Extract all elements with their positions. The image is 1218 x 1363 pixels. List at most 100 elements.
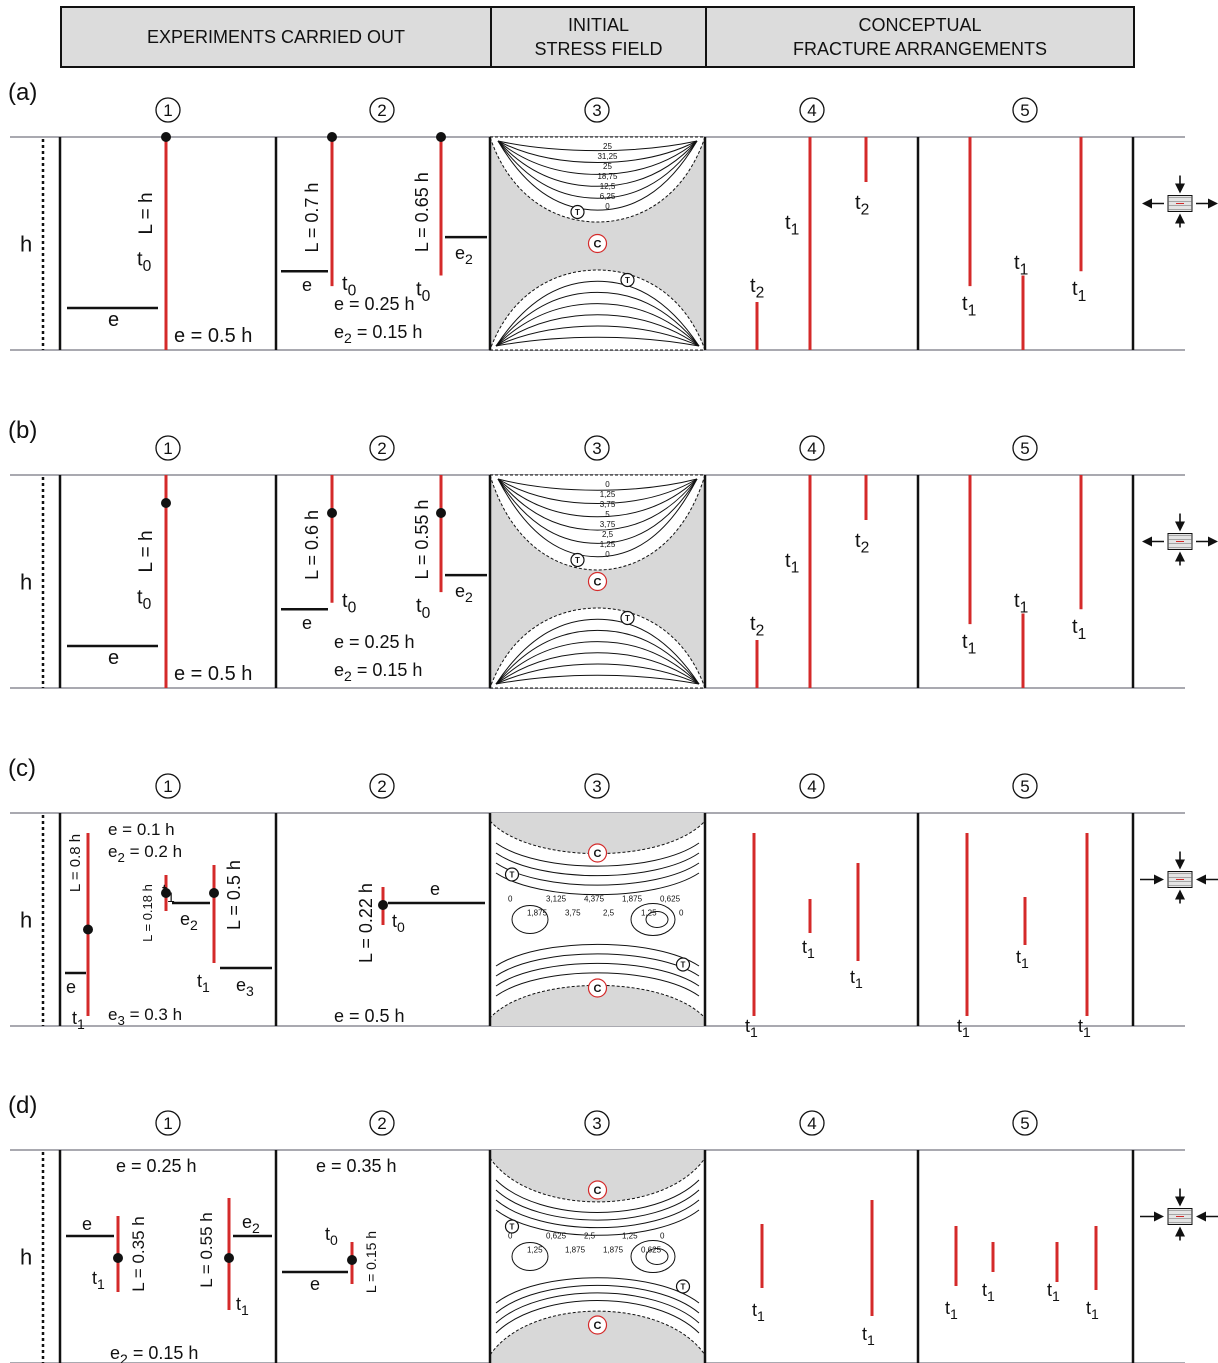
label-e2: e2 (455, 581, 473, 605)
compression-label: C (594, 983, 602, 995)
column-number: 4 (807, 101, 816, 120)
compression-marker (587, 1180, 608, 1200)
stress-contour (645, 911, 669, 928)
label-L: L = 0.15 h (363, 1231, 379, 1293)
tension-label: T (575, 556, 580, 565)
stress-contour (495, 872, 700, 967)
column-number-circle (369, 1110, 395, 1136)
label-t1: t1 (785, 212, 799, 239)
stress-contour (511, 905, 549, 934)
stress-contour (630, 903, 676, 936)
row-label: (c) (8, 755, 36, 782)
label-e: e (302, 613, 312, 633)
label-L: L = 0.22 h (356, 883, 376, 963)
tension-marker (504, 867, 520, 882)
column-number: 4 (807, 777, 816, 796)
stress-contour (495, 641, 700, 685)
stress-contour (497, 140, 698, 211)
tension-label: T (575, 208, 580, 217)
stress-contour (495, 674, 700, 685)
column-number: 1 (163, 1114, 172, 1133)
contour-label: 0 (605, 550, 610, 559)
nucleation-point (327, 132, 337, 142)
column-number: 1 (163, 439, 172, 458)
label-t1: t1 (982, 1280, 995, 1304)
stress-contour (497, 478, 698, 518)
compression-marker (587, 1315, 608, 1335)
label-L1: L = 0.7 h (302, 183, 322, 253)
column-number: 2 (377, 101, 386, 120)
column-number: 1 (163, 777, 172, 796)
contour-label: 1,875 (527, 909, 548, 918)
label-t1: t1 (1014, 590, 1028, 617)
contour-label: 1,25 (641, 909, 657, 918)
stress-contour (497, 140, 698, 187)
tension-label: T (625, 614, 630, 623)
contour-label: 4,375 (584, 895, 605, 904)
stress-contour (497, 140, 698, 164)
label-t2: t2 (855, 530, 869, 557)
contour-label: 0,625 (546, 1232, 567, 1241)
label-L2: L = 0.18 h (140, 884, 155, 942)
label-t1: t1 (1078, 1016, 1091, 1040)
label-t1: t1 (957, 1016, 970, 1040)
contour-label: 31,25 (597, 152, 618, 161)
contour-label: 0 (660, 1232, 665, 1241)
column-number: 2 (377, 777, 386, 796)
header-stress-field: INITIAL STRESS FIELD (490, 6, 707, 68)
stress-contour (495, 1189, 700, 1324)
tension-marker (675, 957, 691, 972)
stress-contour (497, 140, 698, 175)
label-t0: t0 (342, 273, 357, 300)
nucleation-point (161, 888, 171, 898)
stress-contour (495, 336, 700, 347)
header-experiments: EXPERIMENTS CARRIED OUT (60, 6, 492, 68)
label-t0: t0 (137, 249, 152, 276)
label-e2-value: e2 = 0.15 h (110, 1343, 198, 1363)
label-t0: t0 (342, 590, 357, 617)
label-t1: t1 (962, 631, 976, 658)
label-L2: L = 0.55 h (197, 1212, 216, 1287)
label-t1: t1 (1086, 1298, 1099, 1322)
tension-zone-bottom (489, 269, 706, 351)
column-number-circle (799, 435, 825, 461)
column-number-circle (799, 773, 825, 799)
tension-zone-top (489, 136, 706, 223)
contour-label: 3,125 (546, 895, 567, 904)
label-t1: t1 (92, 1268, 105, 1292)
contour-label: 1,25 (600, 540, 616, 549)
column-number-circle (584, 773, 610, 799)
tension-marker (570, 552, 585, 568)
label-t1: t1 (236, 1294, 249, 1318)
tension-marker (675, 1279, 691, 1294)
label-t1: t1 (945, 1298, 958, 1322)
contour-label: 3,75 (565, 909, 581, 918)
label-t0: t0 (416, 595, 431, 622)
contour-label: 0 (679, 909, 684, 918)
contour-label: 5 (605, 510, 610, 519)
column-number-circle (369, 773, 395, 799)
stress-contour (497, 478, 698, 531)
label-e: e (108, 309, 119, 331)
row-label: (b) (8, 417, 37, 444)
label-e: e (66, 977, 76, 997)
column-number: 3 (592, 101, 601, 120)
label-e2: e2 (455, 243, 473, 267)
tension-marker (504, 1219, 520, 1234)
label-e-value: e = 0.25 h (334, 294, 415, 314)
tension-marker (620, 272, 635, 288)
label-e: e (430, 879, 440, 899)
contour-label: 1,875 (603, 1246, 624, 1255)
contour-label: 2,5 (584, 1232, 596, 1241)
nucleation-point (224, 1253, 234, 1263)
stress-contour (497, 478, 698, 491)
contour-label: 1,875 (565, 1246, 586, 1255)
column-number: 3 (592, 439, 601, 458)
column-number-circle (1012, 435, 1038, 461)
label-t1: t1 (862, 1324, 875, 1348)
tension-label: T (681, 961, 686, 970)
contour-label: 25 (603, 142, 612, 151)
column-number-circle (1012, 97, 1038, 123)
column-number: 5 (1020, 1114, 1029, 1133)
compression-marker (587, 571, 608, 592)
